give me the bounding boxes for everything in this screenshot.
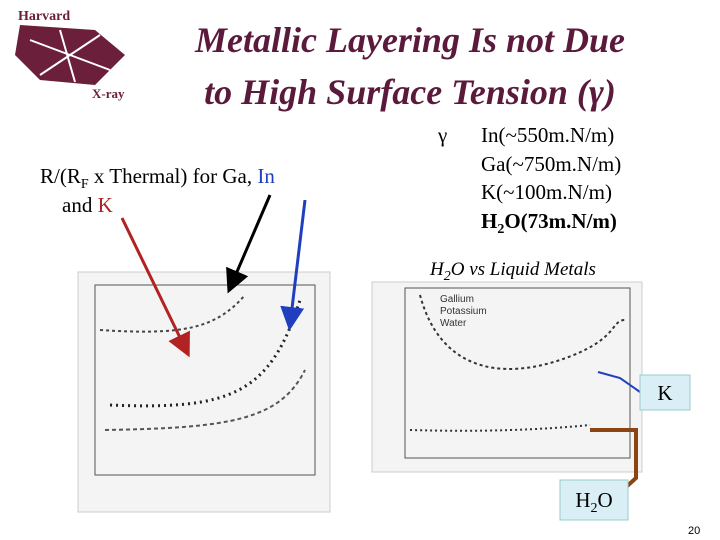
callout-text: K xyxy=(657,381,672,405)
text-part: and xyxy=(62,193,98,217)
text-part: O xyxy=(598,488,613,512)
legend-entry: Potassium xyxy=(440,306,487,317)
logo-text: X-ray xyxy=(92,86,125,101)
text-part: H xyxy=(575,488,590,512)
text-part: In xyxy=(257,164,275,188)
logo-text: Harvard xyxy=(18,9,70,24)
text-part: H xyxy=(429,259,445,280)
tension-item: K(~100m.N/m) xyxy=(481,180,612,204)
text-part: x Thermal) for Ga, xyxy=(89,164,258,188)
callout-text: H2O xyxy=(575,488,612,516)
text-part: O vs Liquid Metals xyxy=(451,259,596,280)
legend-entry: Water xyxy=(440,318,467,329)
text-part: K xyxy=(98,193,113,217)
text-part: F xyxy=(81,177,89,192)
connector xyxy=(590,428,638,490)
arrow xyxy=(226,194,272,294)
plot-caption: R/(RF x Thermal) for Ga, In xyxy=(40,164,275,192)
logo: Harvard X-ray xyxy=(15,9,125,101)
text-part: R/(R xyxy=(40,164,81,188)
plot-caption: and K xyxy=(62,193,113,217)
right-plot-image: Gallium Potassium Water xyxy=(371,281,643,473)
legend-entry: Gallium xyxy=(440,294,474,305)
gamma-symbol: γ xyxy=(437,123,447,147)
callout-box xyxy=(559,479,629,521)
arrow xyxy=(280,199,307,331)
title-line: Metallic Layering Is not Due xyxy=(194,20,625,60)
callout-box xyxy=(639,374,691,411)
tension-item: Ga(~750m.N/m) xyxy=(481,152,621,176)
arrow xyxy=(120,217,190,358)
tension-item: In(~550m.N/m) xyxy=(481,123,614,147)
text-part: 2 xyxy=(497,222,504,237)
text-part: 2 xyxy=(591,501,598,516)
comparison-label: H2O vs Liquid Metals xyxy=(429,259,596,284)
tension-item: H2O(73m.N/m) xyxy=(481,209,617,237)
page-number: 20 xyxy=(688,525,700,537)
text-part: O(73m.N/m) xyxy=(504,209,617,233)
text-part: H xyxy=(481,209,497,233)
title-line: to High Surface Tension (γ) xyxy=(204,72,616,112)
text-part: 2 xyxy=(444,269,451,284)
connector xyxy=(597,371,641,393)
